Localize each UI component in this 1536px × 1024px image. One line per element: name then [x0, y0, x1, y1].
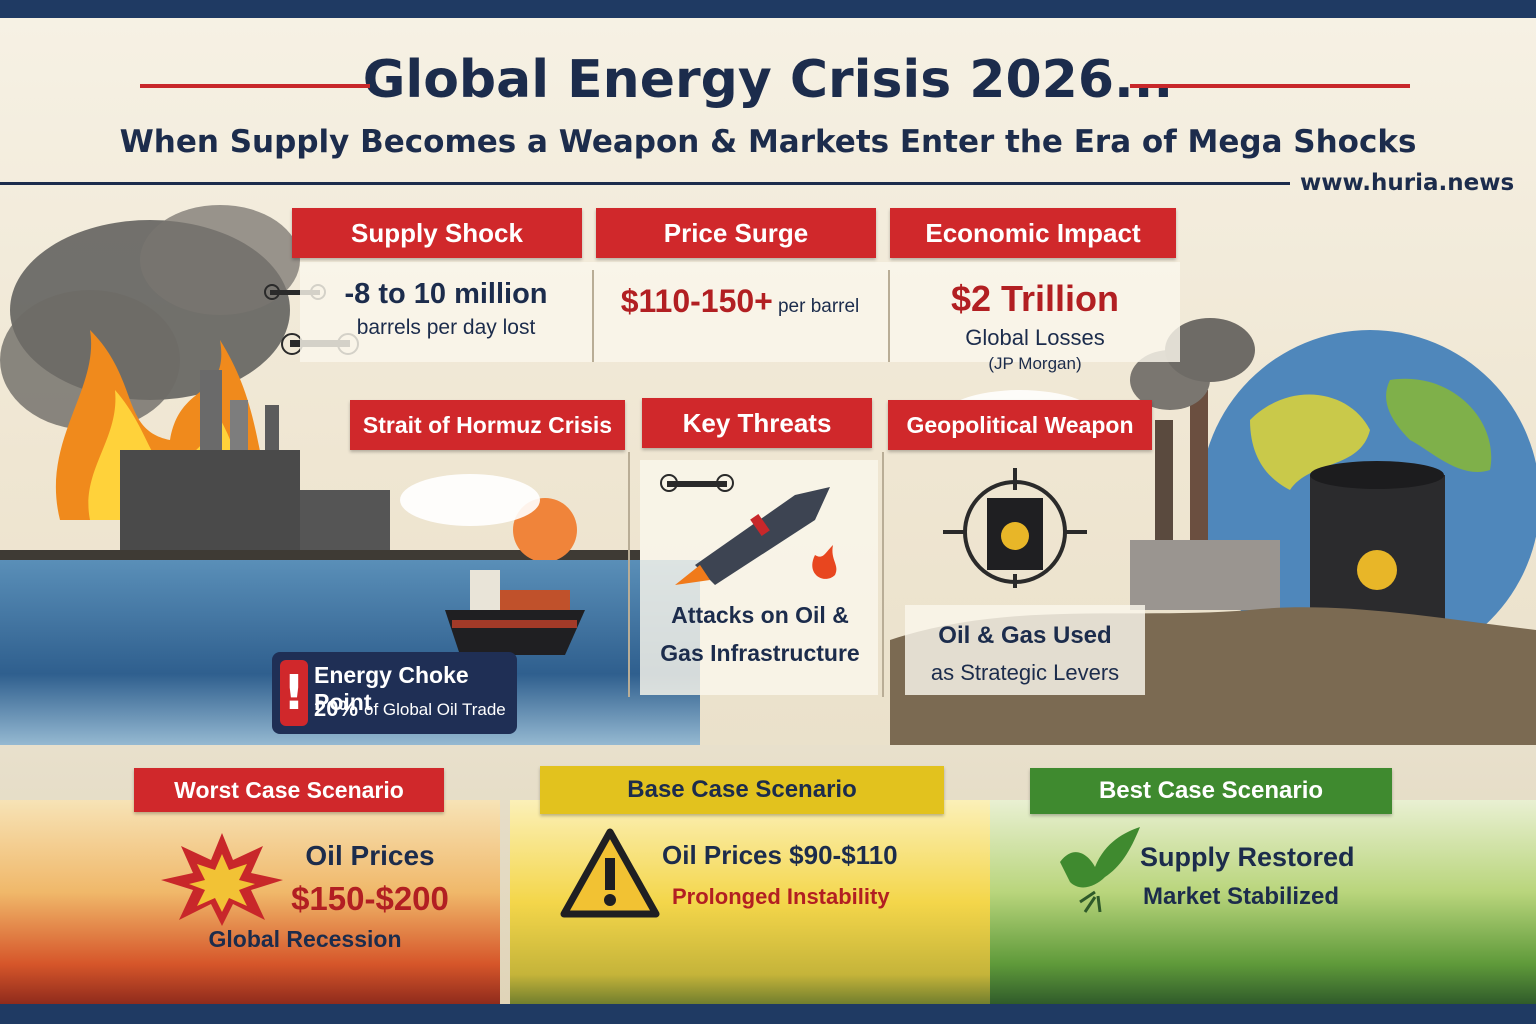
missile-icon	[660, 474, 837, 585]
economic-impact-caption: Global Losses	[965, 325, 1105, 350]
geopolitical-caption-2: as Strategic Levers	[930, 660, 1120, 685]
threats-divider	[628, 452, 630, 697]
choke-point-caption: of Global Oil Trade	[364, 700, 506, 719]
page-title: Global Energy Crisis 2026...	[362, 50, 1174, 110]
top-frame	[0, 0, 1536, 18]
label-geopolitical-weapon: Geopolitical Weapon	[888, 400, 1152, 450]
website-link[interactable]: www.huria.news	[1300, 170, 1515, 196]
geopolitical-caption-1: Oil & Gas Used	[938, 622, 1112, 649]
header-divider	[0, 182, 1290, 185]
choke-point-badge: ! Energy Choke Point 20% of Global Oil T…	[272, 652, 517, 734]
key-threats-caption-2: Gas Infrastructure	[660, 640, 860, 666]
label-key-threats: Key Threats	[642, 398, 872, 448]
label-best-case: Best Case Scenario	[1030, 768, 1392, 814]
title-rule-left	[140, 84, 370, 88]
label-price-surge: Price Surge	[596, 208, 876, 258]
key-threats-caption-1: Attacks on Oil &	[671, 602, 849, 628]
page-subtitle: When Supply Becomes a Weapon & Markets E…	[119, 124, 1417, 160]
target-barrel-icon	[943, 468, 1087, 588]
price-surge-value: $110-150+	[620, 283, 773, 319]
warning-triangle-icon	[560, 828, 660, 918]
supply-shock-value: -8 to 10 million	[344, 278, 548, 310]
choke-point-title: Energy Choke Point	[314, 662, 469, 715]
label-economic-impact: Economic Impact	[890, 208, 1176, 258]
bottom-frame	[0, 1004, 1536, 1024]
price-surge-value-row: $110-150+ per barrel	[600, 283, 880, 320]
choke-point-value: 20%	[314, 696, 359, 721]
economic-impact-source: (JP Morgan)	[988, 354, 1082, 373]
stats-divider	[592, 270, 594, 362]
economic-impact-value: $2 Trillion	[950, 278, 1120, 319]
price-surge-suffix: per barrel	[777, 296, 860, 317]
supply-shock-caption: barrels per day lost	[356, 316, 536, 339]
tanker-ship-icon	[445, 570, 585, 655]
label-worst-case: Worst Case Scenario	[134, 768, 444, 812]
base-line-1: Oil Prices $90-$110	[662, 840, 898, 870]
label-base-case: Base Case Scenario	[540, 766, 944, 814]
title-rule-right	[1130, 84, 1410, 88]
explosion-icon	[161, 833, 283, 926]
label-supply-shock: Supply Shock	[292, 208, 582, 258]
stats-panel	[300, 262, 1180, 362]
worst-line-3: Global Recession	[208, 926, 402, 952]
threats-divider	[882, 452, 884, 697]
geopolitical-caption-panel	[905, 605, 1145, 695]
stats-divider	[888, 270, 890, 362]
label-hormuz-crisis: Strait of Hormuz Crisis	[350, 400, 625, 450]
best-line-2: Market Stabilized	[1143, 883, 1340, 910]
worst-line-2: $150-$200	[291, 880, 449, 917]
base-line-2: Prolonged Instability	[672, 884, 890, 909]
dove-icon	[1060, 827, 1140, 913]
warning-icon: !	[280, 660, 308, 726]
worst-line-1: Oil Prices	[305, 840, 435, 871]
best-line-1: Supply Restored	[1140, 842, 1355, 872]
key-threats-panel	[640, 460, 878, 695]
